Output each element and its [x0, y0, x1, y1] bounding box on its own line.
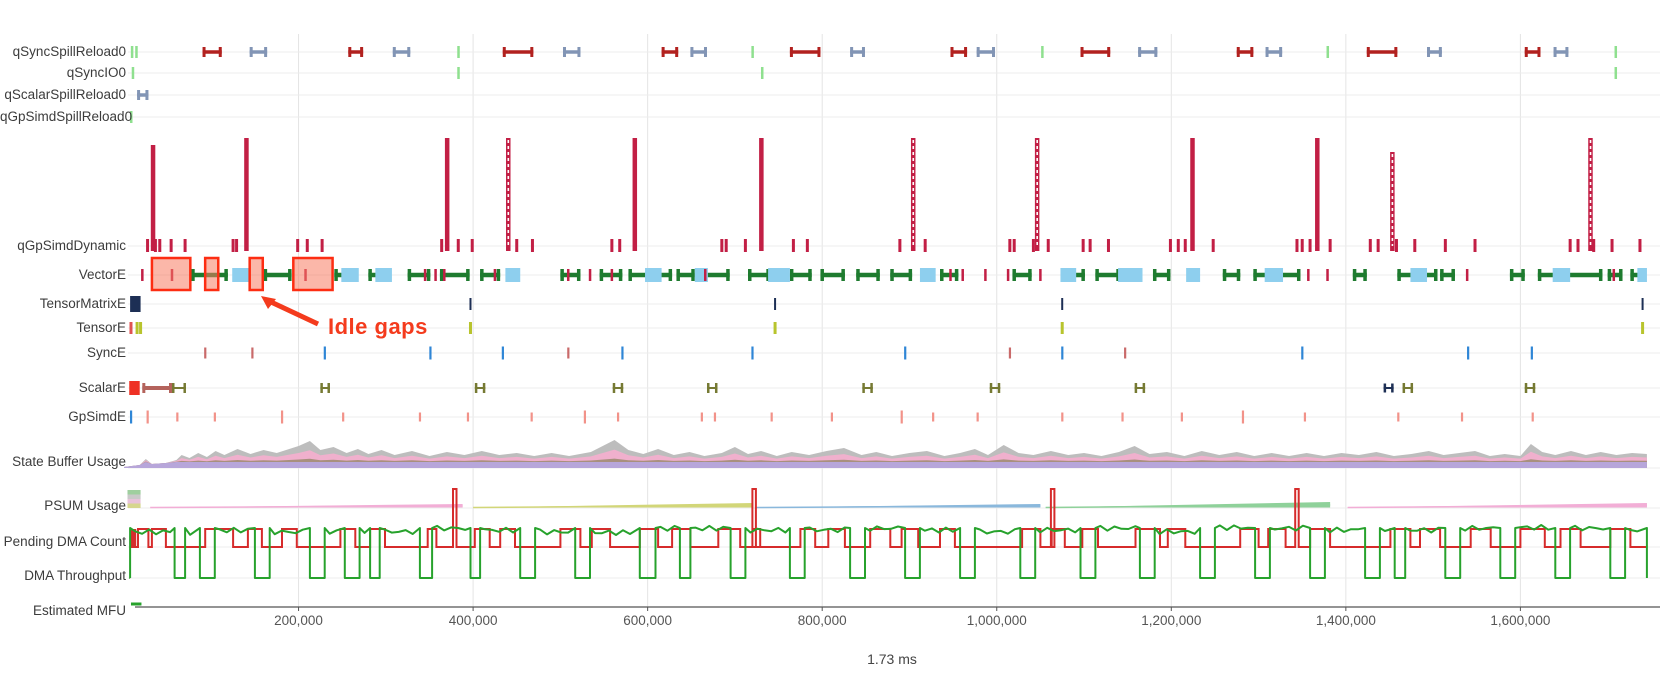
axis-tick-800000: 800,000 — [797, 613, 847, 628]
row-label-synce: SyncE — [86, 345, 126, 360]
track-qSyncSpillReload0 — [130, 46, 1618, 58]
track-VectorE — [141, 268, 1647, 282]
row-label-dma-throughput: DMA Throughput — [24, 568, 126, 583]
axis-tick-1600000: 1,600,000 — [1490, 613, 1551, 628]
annotation-arrow — [261, 296, 320, 327]
row-label-scalare: ScalarE — [78, 380, 126, 395]
row-label-qgpsimddynamic: qGpSimdDynamic — [17, 238, 126, 253]
axis-tick-600000: 600,000 — [623, 613, 673, 628]
axis-tick-200000: 200,000 — [274, 613, 323, 628]
track-qGpSimdSpillReload0 — [129, 111, 133, 123]
row-label-qgpsimdspillreload0: qGpSimdSpillReload0 — [0, 109, 133, 124]
row-label-state-buffer-usage: State Buffer Usage — [12, 454, 126, 469]
track-GpSimdE — [129, 410, 1534, 424]
row-label-pending-dma-count: Pending DMA Count — [3, 534, 126, 549]
track-SyncE — [204, 346, 1533, 360]
track-state-buffer-usage — [124, 440, 1647, 468]
idle-gaps-annotation: Idle gaps — [328, 314, 428, 339]
row-label-estimated-mfu: Estimated MFU — [32, 603, 126, 618]
track-TensorMatrixE — [130, 296, 1644, 312]
track-pending-dma-count — [130, 488, 1647, 548]
track-qScalarSpillReload0 — [137, 90, 149, 100]
track-ScalarE — [129, 381, 1536, 395]
track-psum-usage — [127, 490, 1647, 509]
axis-tick-400000: 400,000 — [448, 613, 498, 628]
row-label-tensormatrixe: TensorMatrixE — [39, 296, 126, 311]
row-label-qsyncspillreload0: qSyncSpillReload0 — [12, 44, 126, 59]
row-label-qscalarspillreload0: qScalarSpillReload0 — [4, 87, 126, 102]
row-label-gpsimde: GpSimdE — [68, 409, 126, 424]
row-label-psum-usage: PSUM Usage — [44, 498, 126, 513]
idle-gap-highlights — [150, 256, 334, 292]
row-label-qsyncio0: qSyncIO0 — [66, 65, 126, 80]
track-qSyncIO0 — [131, 67, 1618, 79]
track-dma-throughput — [129, 524, 1648, 579]
axis-tick-1000000: 1,000,000 — [966, 613, 1027, 628]
track-estimated-mfu — [130, 602, 1660, 611]
track-qGpSimdDynamic — [146, 138, 1642, 252]
gridlines — [298, 34, 1521, 607]
axis-tick-1200000: 1,200,000 — [1141, 613, 1202, 628]
row-label-vectore: VectorE — [78, 267, 126, 282]
duration-label: 1.73 ms — [867, 651, 917, 667]
row-label-tensore: TensorE — [76, 320, 126, 335]
axis-tick-1400000: 1,400,000 — [1315, 613, 1376, 628]
track-TensorE — [129, 322, 1645, 334]
